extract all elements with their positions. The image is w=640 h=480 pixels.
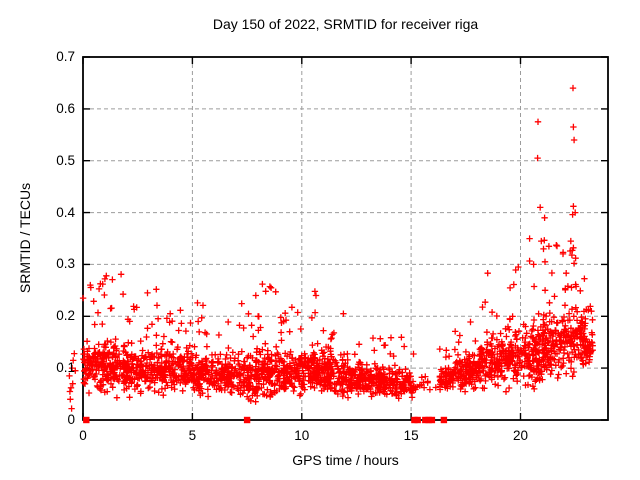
- zero-value-square-marker: [440, 416, 448, 424]
- y-tick-label: 0.6: [56, 100, 75, 116]
- x-tick-label: 10: [294, 428, 310, 443]
- x-tick-label: 20: [512, 428, 529, 443]
- y-tick-label: 0.4: [56, 204, 75, 220]
- y-tick-label: 0: [67, 412, 75, 427]
- x-tick-label: 0: [79, 428, 87, 443]
- y-tick-label: 0.3: [56, 256, 75, 272]
- y-tick-label: 0.2: [56, 308, 75, 324]
- plot-border: [82, 56, 609, 421]
- zero-value-square-marker: [83, 416, 90, 424]
- x-tick-label: 15: [403, 428, 419, 443]
- x-axis-label: GPS time / hours: [292, 452, 399, 468]
- chart-title: Day 150 of 2022, SRMTID for receiver rig…: [212, 16, 479, 32]
- zero-value-square-marker: [422, 416, 429, 424]
- y-tick-label: 0.7: [56, 49, 75, 64]
- zero-value-square-marker: [414, 416, 421, 424]
- y-tick-label: 0.5: [56, 152, 75, 168]
- scatter-points: [66, 84, 596, 412]
- y-tick-label: 0.1: [56, 360, 75, 376]
- x-tick-label: 5: [188, 428, 197, 443]
- y-axis-label: SRMTID / TECUs: [17, 182, 33, 294]
- zero-value-square-marker: [428, 416, 436, 424]
- axis-ticks: [82, 56, 608, 421]
- zero-value-square-marker: [243, 416, 251, 424]
- zero-value-square-marker: [425, 416, 432, 424]
- zero-value-square-marker: [411, 416, 418, 424]
